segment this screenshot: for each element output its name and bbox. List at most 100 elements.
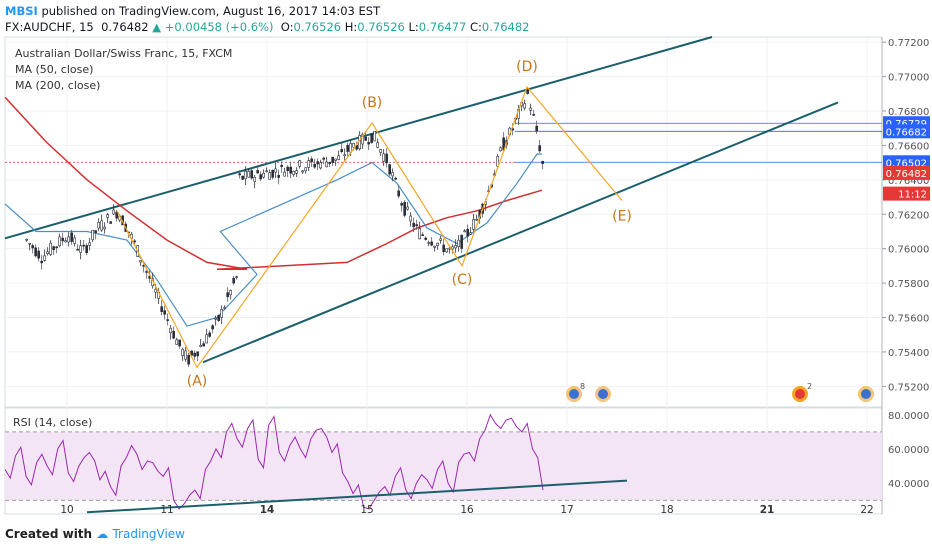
candle-body [61, 237, 64, 242]
axes: 10 11 14 15 16 17 18 21 22 0.77200 0.77000 0.76800 0… [60, 38, 930, 516]
candle-body [244, 170, 247, 180]
candle-body [322, 157, 325, 160]
candle-body [340, 149, 343, 153]
candle-body [55, 246, 58, 249]
close-label: C: [470, 20, 482, 34]
candle-body [259, 174, 262, 180]
candle-body [241, 175, 244, 180]
price-label-box [883, 124, 930, 139]
candle-body [529, 107, 532, 111]
candle-body [385, 153, 388, 164]
candle-body [139, 260, 142, 263]
candle-body [499, 147, 502, 152]
candle-body [97, 222, 100, 229]
candle-body [103, 226, 106, 230]
candle-body [406, 206, 409, 210]
event-count: 8 [580, 382, 585, 391]
last-price: 0.76482 [101, 20, 149, 34]
candle-body [202, 343, 205, 347]
candle-body [535, 125, 538, 132]
candle-body [115, 211, 118, 219]
rsi-legend[interactable]: RSI (14, close) [13, 416, 93, 429]
candle-body [271, 169, 274, 178]
main-pane: (A) (B) (C) (D) (E) [4, 36, 882, 389]
candle-body [226, 292, 229, 298]
candle-body [199, 344, 202, 347]
candle-body [400, 203, 403, 206]
y-tick-label: 0.75200 [888, 382, 929, 393]
price-label-box [883, 186, 930, 201]
ma200-legend[interactable]: MA (200, close) [15, 79, 101, 92]
high-label: H: [344, 20, 358, 34]
rsi-tick-label: 80.0000 [888, 411, 929, 422]
candle-body [310, 158, 313, 163]
flag-icon-inner [569, 389, 579, 399]
candle-body [91, 230, 94, 241]
candle-body [427, 242, 430, 244]
rsi-tick-label: 60.0000 [888, 445, 929, 456]
chart-title: Australian Dollar/Swiss Franc, 15, FXCM [15, 47, 233, 60]
candle-body [298, 160, 301, 167]
candle-body [223, 307, 226, 309]
candle-body [442, 244, 445, 252]
candle-body [433, 245, 436, 248]
candle-body [265, 170, 268, 173]
candle-body [193, 352, 196, 357]
candle-body [247, 171, 250, 178]
candle-body [538, 145, 541, 152]
candle-body [28, 243, 31, 245]
y-tick-label: 0.77200 [888, 38, 929, 49]
created-with-text: Created with [5, 527, 93, 541]
candle-body [76, 248, 79, 251]
candle-body [109, 221, 112, 224]
candle-body [58, 236, 61, 247]
flag-icon-inner [861, 389, 871, 399]
candle-body [337, 155, 340, 160]
price-label: 0.76502 [886, 158, 927, 169]
tradingview-brand[interactable]: TradingView [112, 527, 185, 541]
symbol-label: FX:AUDCHF, 15 [5, 20, 94, 34]
x-tick-label: 17 [560, 504, 573, 516]
ma50-legend[interactable]: MA (50, close) [15, 63, 94, 76]
price-label: 0.76482 [886, 169, 927, 180]
candle-body [415, 224, 418, 227]
rsi-pane [4, 413, 882, 514]
price-label-box [883, 155, 930, 170]
low-label: L: [408, 20, 419, 34]
candle-body [34, 247, 37, 257]
candle-body [469, 232, 472, 235]
y-tick-label: 0.76400 [888, 176, 929, 187]
candle-body [343, 154, 346, 157]
candle-body [85, 245, 88, 254]
candle-body [190, 350, 193, 356]
candle-body [31, 245, 34, 249]
candle-body [82, 244, 85, 247]
author-link[interactable]: MBSI [5, 4, 38, 18]
candle-body [463, 230, 466, 233]
candle-body [352, 142, 355, 148]
wave-label: (B) [362, 95, 383, 111]
candle-body [235, 276, 238, 278]
x-tick-label: 22 [860, 504, 873, 516]
candle-body [403, 202, 406, 216]
y-tick-label: 0.76000 [888, 245, 929, 256]
candle-body [133, 240, 136, 243]
y-tick-label: 0.77000 [888, 73, 929, 84]
x-tick-label: 21 [760, 504, 775, 516]
candle-body [364, 136, 367, 141]
candle-body [220, 309, 223, 318]
candle-body [163, 310, 166, 315]
candle-body [421, 234, 424, 236]
candle-body [172, 330, 175, 339]
footer: Created with ☁ TradingView [5, 527, 185, 541]
candle-body [526, 89, 529, 94]
candle-body [253, 177, 256, 182]
x-tick-label: 11 [160, 504, 173, 516]
wave-zigzag [116, 85, 623, 369]
candle-body [325, 161, 328, 168]
candle-body [436, 242, 439, 246]
candle-body [289, 166, 292, 174]
candle-body [280, 164, 283, 167]
candle-body [397, 190, 400, 197]
